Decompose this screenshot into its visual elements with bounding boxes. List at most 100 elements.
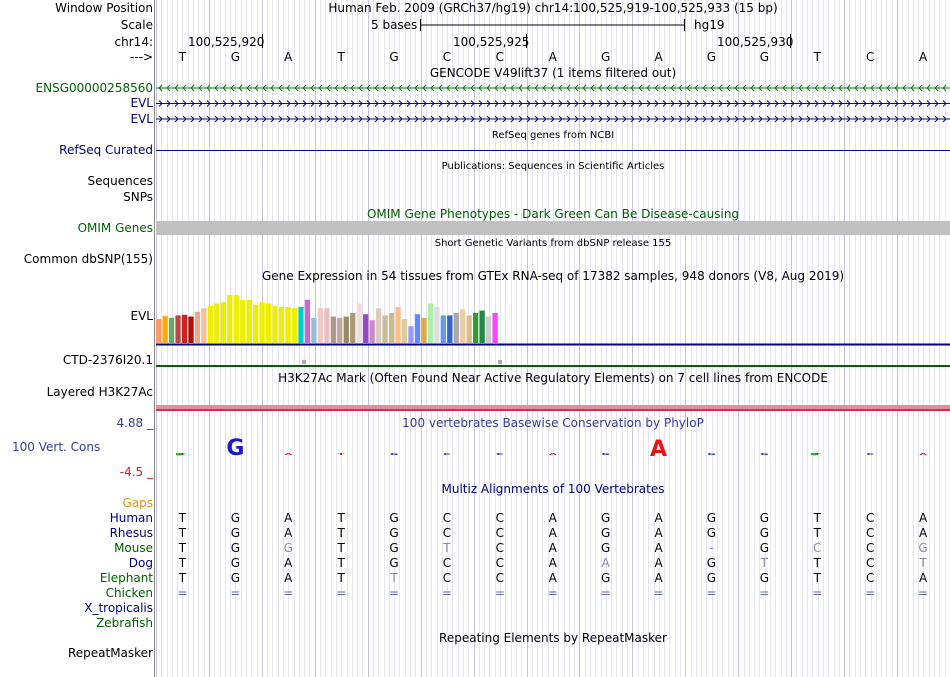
ruler-base: A (284, 50, 293, 64)
multiz-base: C (865, 556, 875, 570)
multiz-base: C (442, 526, 452, 540)
multiz-base: = (547, 586, 558, 600)
gtex-tissue-bar (401, 319, 408, 343)
gtex-tissue-bar (369, 320, 375, 343)
gencode-gene-lines[interactable] (156, 81, 950, 127)
coord-2: 100,525,925 (453, 35, 530, 49)
dbsnp-title: Short Genetic Variants from dbSNP releas… (434, 238, 672, 249)
multiz-base: G (230, 511, 240, 525)
h3k27ac-label[interactable]: Layered H3K27Ac (46, 385, 153, 399)
phylop-base-glyph: C (866, 453, 873, 456)
multiz-base: A (654, 511, 663, 525)
multiz-base: = (389, 586, 400, 600)
repeatmasker-label[interactable]: RepeatMasker (67, 646, 153, 660)
multiz-base: = (441, 586, 452, 600)
multiz-gaps-label[interactable]: Gaps (122, 496, 153, 510)
coord-tick-1 (262, 34, 263, 48)
gtex-ctd-mark (498, 360, 502, 364)
gtex-ctd-track[interactable] (156, 358, 950, 370)
gtex-tissue-bar (188, 316, 194, 343)
gtex-label-ctd[interactable]: CTD-2376I20.1 (62, 353, 153, 367)
chrom-label: chr14: (114, 35, 153, 49)
multiz-base: A (548, 556, 557, 570)
multiz-base: = (283, 586, 294, 600)
multiz-base: = (494, 586, 505, 600)
gtex-tissue-bar (272, 305, 278, 343)
multiz-base: G (706, 526, 717, 540)
multiz-base: = (706, 586, 717, 600)
publications-label-snps[interactable]: SNPs (123, 190, 153, 204)
multiz-base: A (284, 511, 293, 525)
multiz-base: = (177, 586, 188, 600)
position-text: Human Feb. 2009 (GRCh37/hg19) chr14:100,… (328, 1, 778, 15)
multiz-title: Multiz Alignments of 100 Vertebrates (441, 482, 665, 496)
multiz-base: T (919, 556, 927, 570)
multiz-base: A (548, 511, 557, 525)
omim-label[interactable]: OMIM Genes (77, 221, 153, 235)
multiz-base: C (865, 511, 875, 525)
gtex-tissue-bar (440, 315, 446, 343)
gtex-tissue-bar (291, 308, 298, 343)
h3k27ac-signal[interactable] (156, 405, 950, 411)
multiz-base: T (813, 556, 821, 570)
dbsnp-label[interactable]: Common dbSNP(155) (23, 252, 153, 266)
gtex-tissue-bar (388, 313, 395, 343)
gtex-tissue-bar (304, 299, 311, 343)
multiz-base: A (548, 526, 557, 540)
multiz-base: A (918, 571, 928, 585)
multiz-species-label[interactable]: Mouse (114, 541, 153, 555)
multiz-base: = (653, 586, 664, 600)
multiz-base: A (548, 541, 557, 555)
multiz-base: T (813, 571, 821, 585)
multiz-base: = (230, 586, 241, 600)
multiz-base: C (442, 571, 452, 585)
multiz-base: C (813, 541, 822, 555)
phylop-base-glyph: G (226, 436, 244, 461)
multiz-species-label[interactable]: Zebrafish (96, 616, 153, 630)
multiz-base: A (654, 526, 663, 540)
phylop-label[interactable]: 100 Vert. Cons (12, 440, 101, 454)
multiz-species-label[interactable]: Human (109, 511, 153, 525)
ruler-base: G (230, 50, 240, 64)
gtex-tissue-bar (168, 317, 175, 343)
coord-3: 100,525,930 (717, 35, 794, 49)
phylop-base-glyph: C (443, 453, 450, 456)
multiz-base: T (813, 511, 821, 525)
multiz-base: A (918, 511, 928, 525)
refseq-label[interactable]: RefSeq Curated (59, 143, 153, 157)
publications-title: Publications: Sequences in Scientific Ar… (441, 161, 665, 172)
gencode-label-evl-2[interactable]: EVL (130, 112, 153, 126)
publications-label-sequences[interactable]: Sequences (87, 174, 153, 188)
gtex-tissue-bar (317, 308, 324, 343)
gtex-label-evl[interactable]: EVL (130, 309, 153, 323)
multiz-base: G (230, 556, 240, 570)
multiz-base: G (706, 571, 717, 585)
multiz-base: A (284, 556, 293, 570)
multiz-base: T (337, 541, 345, 555)
multiz-species-label[interactable]: X_tropicalis (84, 601, 153, 615)
multiz-base: G (759, 571, 769, 585)
multiz-base: G (600, 511, 611, 525)
ruler-base: T (813, 50, 821, 64)
gencode-label-ensg[interactable]: ENSG00000258560 (35, 81, 153, 95)
multiz-base: C (495, 571, 505, 585)
gencode-label-evl-1[interactable]: EVL (130, 96, 153, 110)
multiz-species-label[interactable]: Chicken (105, 586, 153, 600)
refseq-gene-line[interactable] (156, 150, 950, 151)
gtex-tissue-bar (473, 313, 479, 343)
multiz-base: G (230, 541, 240, 555)
ruler-base: G (759, 50, 769, 64)
multiz-base: C (865, 526, 875, 540)
omim-phenotype-bar[interactable] (156, 221, 950, 235)
scale-text: 5 bases (371, 18, 418, 32)
multiz-base: A (654, 556, 663, 570)
gtex-tissue-bar (194, 311, 201, 343)
gencode-title: GENCODE V49lift37 (1 items filtered out) (429, 66, 677, 80)
gtex-tissue-bar (298, 307, 304, 343)
multiz-species-label[interactable]: Rhesus (109, 526, 153, 540)
multiz-species-label[interactable]: Dog (128, 556, 153, 570)
multiz-species-label[interactable]: Elephant (99, 571, 153, 585)
gtex-bar-chart[interactable] (156, 283, 950, 349)
multiz-base: A (548, 571, 557, 585)
